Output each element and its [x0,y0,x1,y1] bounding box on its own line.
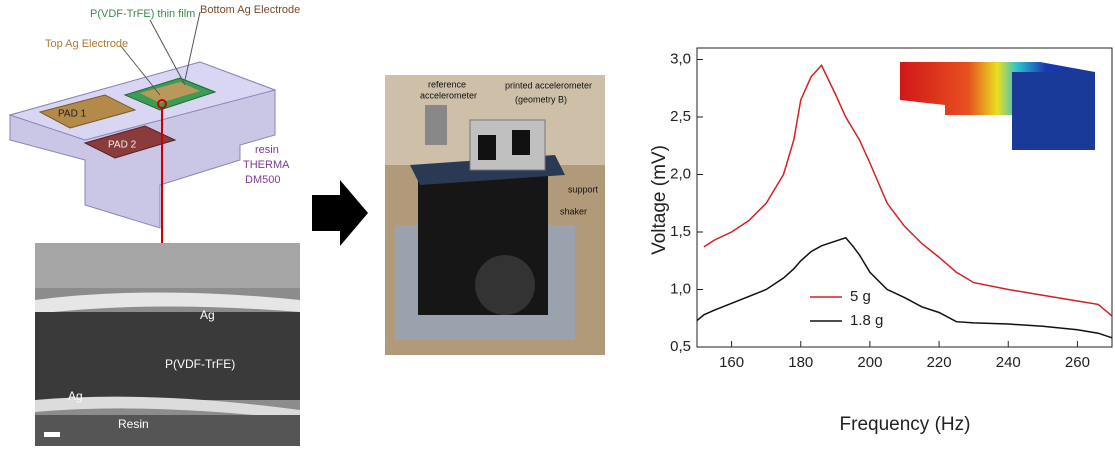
micrograph-label: Ag [68,389,83,403]
photo-label: reference [428,79,466,89]
micrograph-label: P(VDF-TrFE) [165,357,235,371]
figure: P(VDF-TrFE) thin film Bottom Ag Electrod… [0,0,1115,446]
y-axis-label: Voltage (mV) [649,145,670,255]
diagram-label: PAD 2 [108,140,137,151]
diagram-label: resin [255,144,279,156]
x-tick-label: 220 [927,354,952,371]
x-tick-label: 200 [857,354,882,371]
y-tick-label: 1,5 [670,223,691,240]
photo-label: support [568,184,599,194]
x-axis-label: Frequency (Hz) [840,414,971,435]
micrograph-label: Resin [118,417,149,431]
photo-label: printed accelerometer [505,80,592,90]
y-tick-label: 3,0 [670,50,691,67]
photo-label: shaker [560,206,587,216]
x-tick-label: 240 [996,354,1021,371]
x-tick-label: 260 [1065,354,1090,371]
y-tick-label: 2,0 [670,165,691,182]
photo-label: accelerometer [420,90,477,100]
x-tick-label: 160 [719,354,744,371]
legend-label: 5 g [850,288,871,305]
arrow [312,180,368,246]
micrograph: Ag P(VDF-TrFE) Ag Resin [35,243,300,446]
diagram-label: PAD 1 [58,109,87,120]
fem-inset [900,62,1095,150]
photo-label: (geometry B) [515,94,567,104]
y-tick-label: 2,5 [670,108,691,125]
diagram-label: P(VDF-TrFE) thin film [90,8,195,20]
data-line [697,238,1112,338]
x-tick-label: 180 [788,354,813,371]
y-tick-label: 1,0 [670,280,691,297]
photo: reference accelerometer printed accelero… [385,75,605,355]
y-tick-label: 0,5 [670,338,691,355]
diagram-label: THERMA [243,159,290,171]
legend-label: 1.8 g [850,312,883,329]
device-diagram: P(VDF-TrFE) thin film Bottom Ag Electrod… [10,4,300,243]
diagram-label: Bottom Ag Electrode [200,4,300,16]
diagram-label: DM500 [245,174,280,186]
micrograph-label: Ag [200,308,215,322]
diagram-label: Top Ag Electrode [45,38,128,50]
